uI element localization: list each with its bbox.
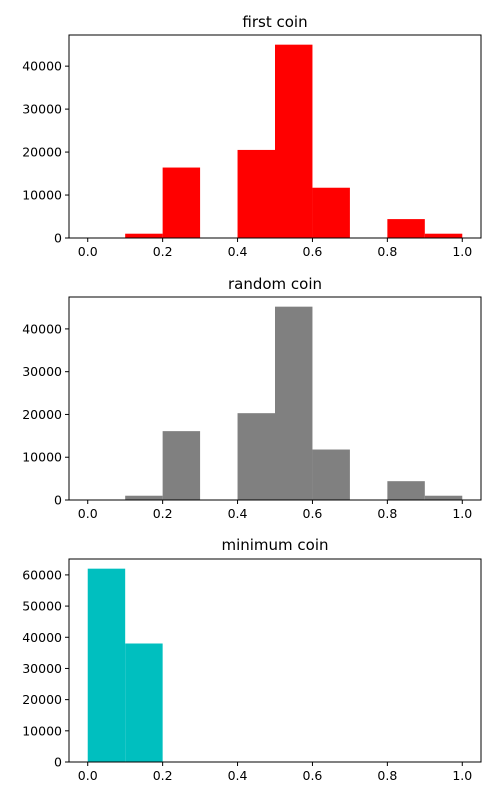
y-tick-label: 10000 <box>22 723 62 738</box>
y-tick-label: 10000 <box>22 188 62 203</box>
x-tick-label: 0.6 <box>303 768 323 783</box>
x-tick-label: 0.4 <box>228 768 248 783</box>
x-tick-label: 0.2 <box>153 506 173 521</box>
histogram-bar <box>312 449 350 500</box>
y-tick-label: 30000 <box>22 661 62 676</box>
subplot-first-coin: first coin 0.0 0.2 0.4 0.6 0.8 1.0 0 10000 20000… <box>22 13 482 259</box>
chart-title: minimum coin <box>221 536 328 554</box>
histogram-bar <box>87 568 126 762</box>
x-tick-label: 0.0 <box>78 506 98 521</box>
x-tick-label: 0.8 <box>377 506 397 521</box>
axes-frame <box>68 558 482 763</box>
x-tick-label: 0.8 <box>377 244 397 259</box>
x-tick-label: 1.0 <box>452 244 472 259</box>
y-tick-label: 30000 <box>22 102 62 117</box>
histogram-bar <box>387 219 425 238</box>
histogram-bar <box>237 413 275 500</box>
histogram-bar <box>125 643 163 762</box>
axes-frame <box>68 296 482 501</box>
x-tick-label: 1.0 <box>452 768 472 783</box>
axes-frame <box>68 34 482 239</box>
x-tick-label: 0.0 <box>78 244 98 259</box>
y-tick-label: 40000 <box>22 59 62 74</box>
histogram-bar <box>125 233 163 238</box>
y-tick-label: 0 <box>54 493 62 508</box>
y-tick-label: 40000 <box>22 630 62 645</box>
histogram-bar <box>312 187 350 238</box>
histogram-bar <box>162 431 201 500</box>
y-tick-label: 40000 <box>22 321 62 336</box>
subplot-random-coin: random coin 0.0 0.2 0.4 0.6 0.8 1.0 0 10000 2000… <box>22 275 482 521</box>
histogram-bar <box>275 306 313 500</box>
y-tick-label: 60000 <box>22 567 62 582</box>
y-tick-label: 0 <box>54 231 62 246</box>
y-tick-label: 20000 <box>22 692 62 707</box>
histogram-bar <box>424 233 463 238</box>
y-tick-label: 20000 <box>22 407 62 422</box>
histogram-bar <box>125 495 163 500</box>
y-tick-label: 10000 <box>22 450 62 465</box>
x-tick-label: 0.4 <box>228 244 248 259</box>
y-tick-label: 30000 <box>22 364 62 379</box>
histogram-bar <box>237 149 275 238</box>
histogram-bar <box>424 495 463 500</box>
subplot-minimum-coin: minimum coin 0.0 0.2 0.4 0.6 0.8 1.0 0 10000 200… <box>22 536 482 783</box>
histogram-bar <box>162 167 201 238</box>
x-tick-label: 0.2 <box>153 768 173 783</box>
y-tick-label: 20000 <box>22 145 62 160</box>
chart-title: first coin <box>242 13 307 31</box>
x-tick-label: 1.0 <box>452 506 472 521</box>
x-tick-label: 0.8 <box>377 768 397 783</box>
x-tick-label: 0.4 <box>228 506 248 521</box>
y-tick-label: 0 <box>54 755 62 770</box>
y-tick-label: 50000 <box>22 599 62 614</box>
chart-title: random coin <box>228 275 322 293</box>
x-tick-label: 0.6 <box>303 244 323 259</box>
histogram-bar <box>387 481 425 500</box>
x-tick-label: 0.2 <box>153 244 173 259</box>
x-tick-label: 0.6 <box>303 506 323 521</box>
histogram-bar <box>275 44 313 238</box>
x-tick-label: 0.0 <box>78 768 98 783</box>
